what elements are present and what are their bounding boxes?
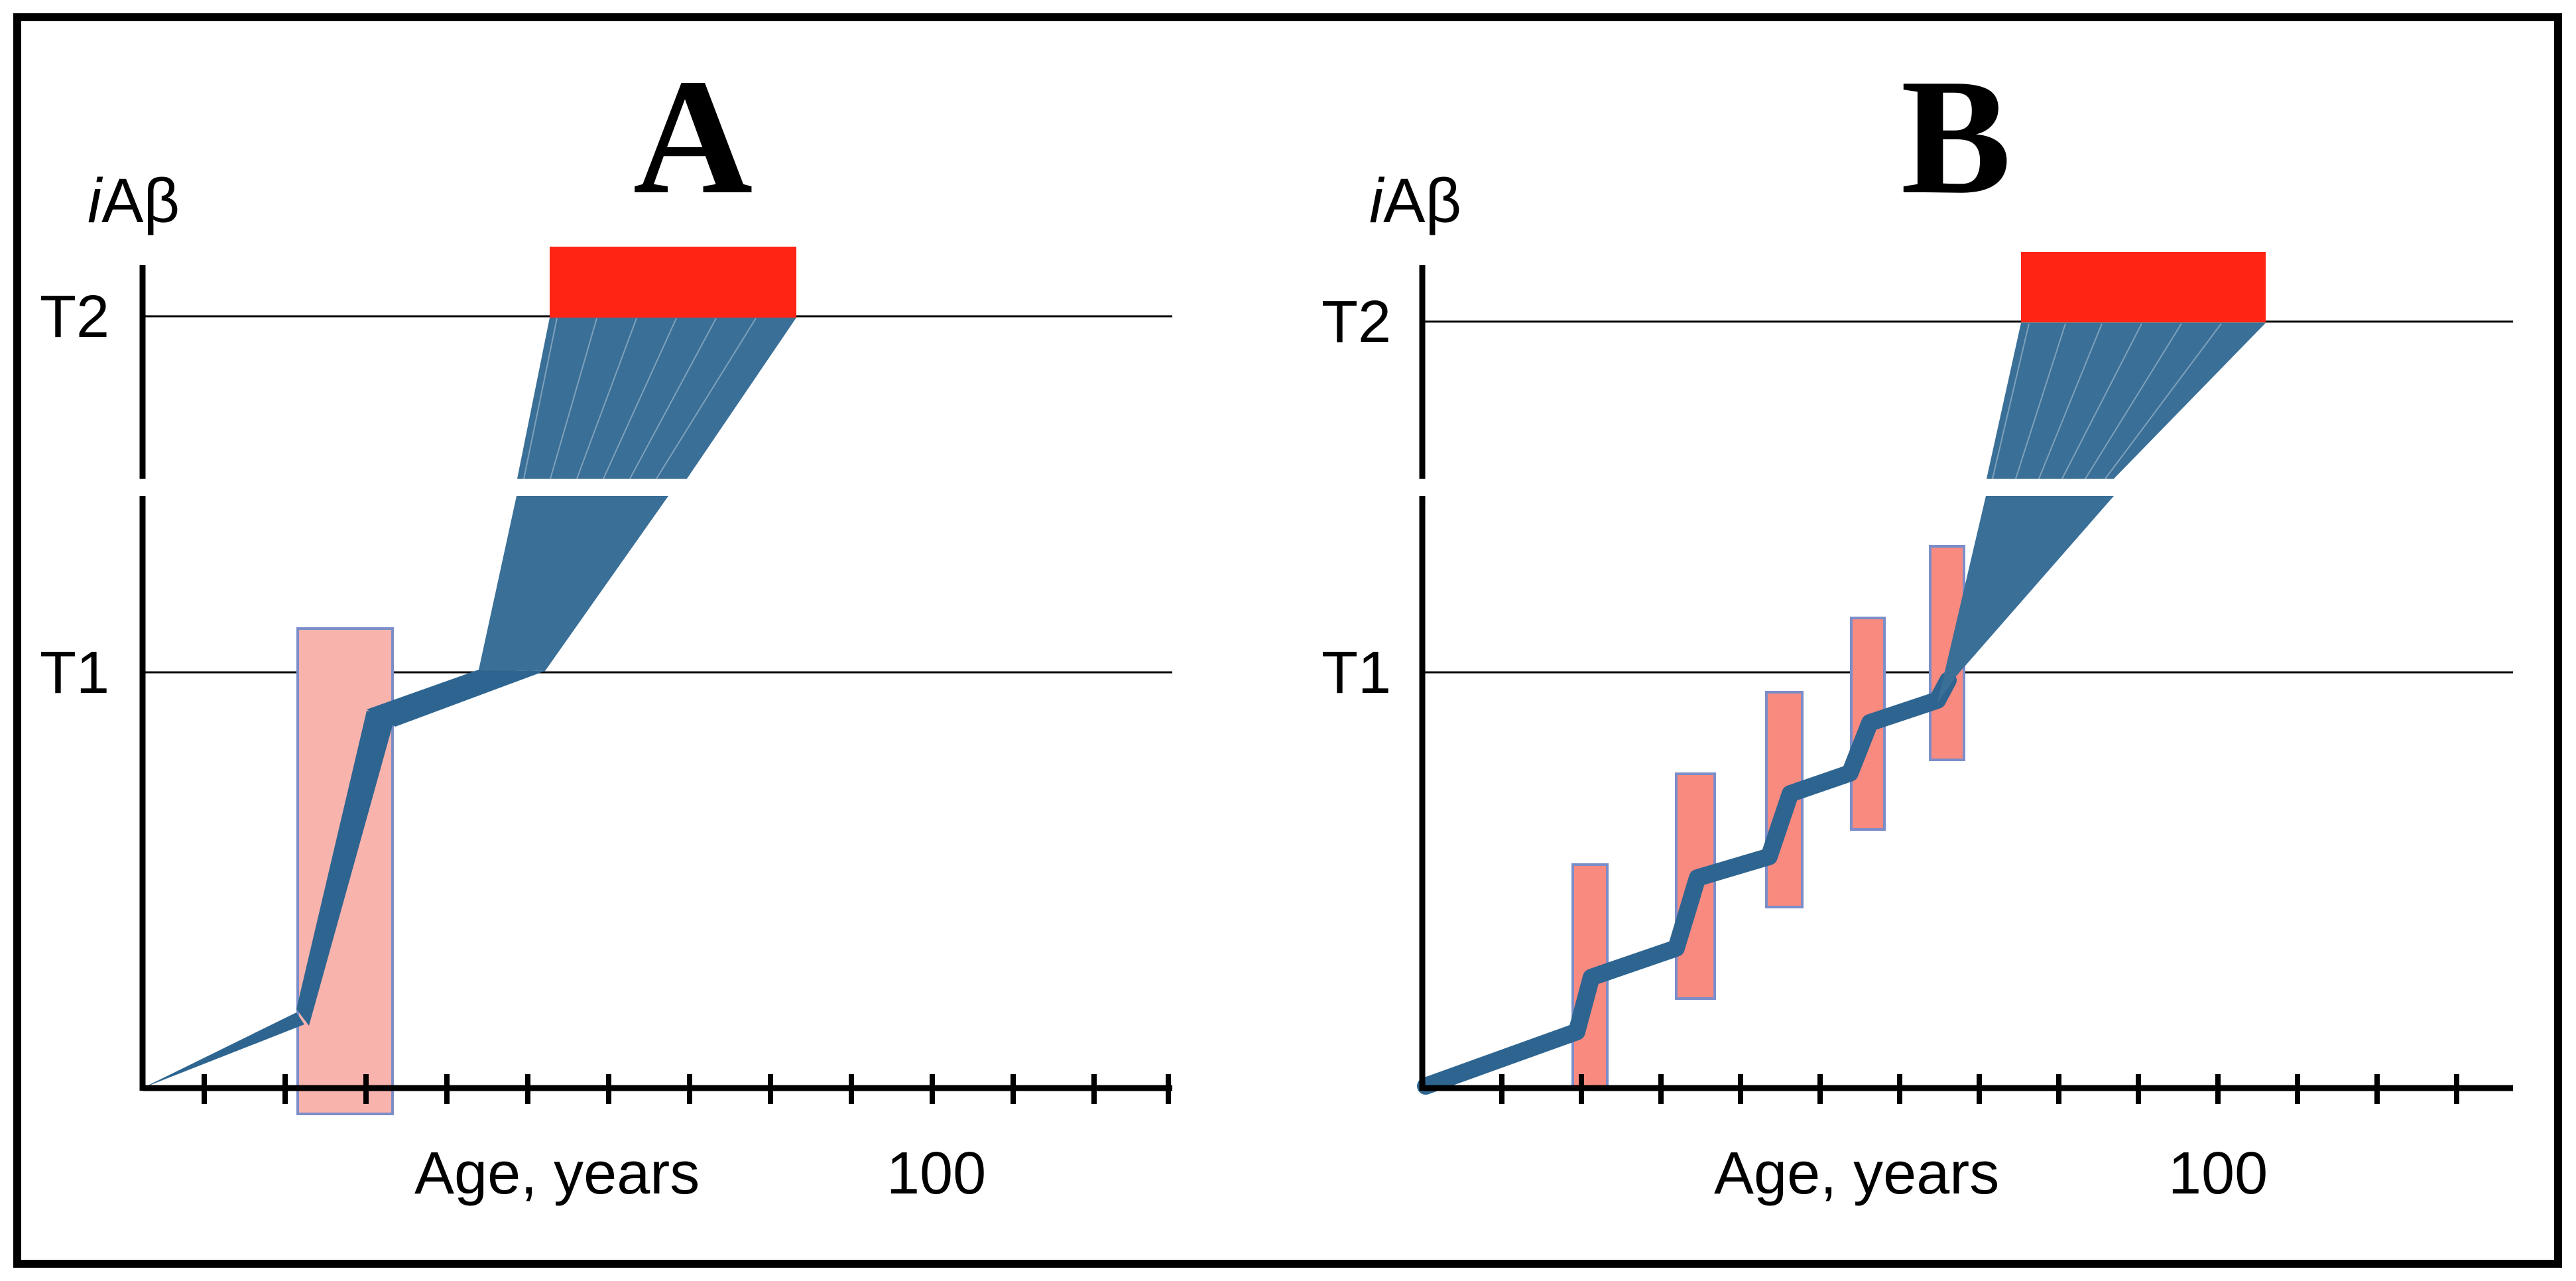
panel-a-letter: A: [633, 45, 753, 229]
panel-a-trajectory-segment-2: [296, 711, 395, 1026]
panel-a-y-label-abeta: Aβ: [101, 166, 180, 236]
panel-a-y-label: iAβ: [88, 166, 180, 236]
panel-b-t2-label: T2: [1321, 289, 1391, 355]
panel-b-x-ticks: [1499, 1074, 2459, 1104]
panel-b-y-label-abeta: Aβ: [1383, 166, 1461, 236]
panel-b: B iAβ T2 T1: [1321, 45, 2513, 1207]
panel-b-disease-bar: [2021, 252, 2266, 322]
panel-a: A iAβ T2 T1: [40, 45, 1172, 1207]
panel-b-trajectory: [1417, 323, 2266, 1095]
panel-b-x-axis-label: Age, years: [1714, 1140, 1999, 1207]
panel-a-disease-bar: [550, 247, 796, 318]
panel-a-fan-lower: [479, 496, 668, 671]
figure-frame: [13, 13, 2562, 1268]
panel-b-axis-gap: [1379, 479, 2142, 496]
panel-a-fan-upper: [517, 318, 796, 479]
panel-a-trajectory-segment-3: [367, 670, 545, 727]
panel-a-x-ticks: [202, 1074, 1171, 1104]
panel-a-t2-label: T2: [40, 284, 109, 350]
panel-b-x-tick-100: 100: [2168, 1140, 2268, 1207]
panel-b-y-label-i: i: [1369, 166, 1385, 236]
panel-a-x-axis-label: Age, years: [414, 1140, 700, 1207]
panel-a-axis-gap: [99, 479, 829, 496]
panel-b-letter: B: [1901, 45, 2012, 229]
panel-a-x-tick-100: 100: [887, 1140, 986, 1207]
panel-a-t1-label: T1: [40, 640, 109, 706]
panel-b-fan-lower: [1937, 496, 2114, 703]
panel-b-trajectory-steps: [1417, 672, 1957, 1095]
panel-a-trajectory-segment-1: [143, 1012, 304, 1088]
panel-a-trajectory: [143, 318, 796, 1088]
panel-b-y-label: iAβ: [1369, 166, 1461, 236]
panel-a-fan-strands: [523, 318, 757, 479]
panel-b-t1-label: T1: [1321, 640, 1391, 706]
panel-a-y-label-i: i: [88, 166, 103, 236]
panel-b-fan-upper: [1987, 323, 2266, 479]
panel-b-fan-strands: [1992, 323, 2222, 479]
